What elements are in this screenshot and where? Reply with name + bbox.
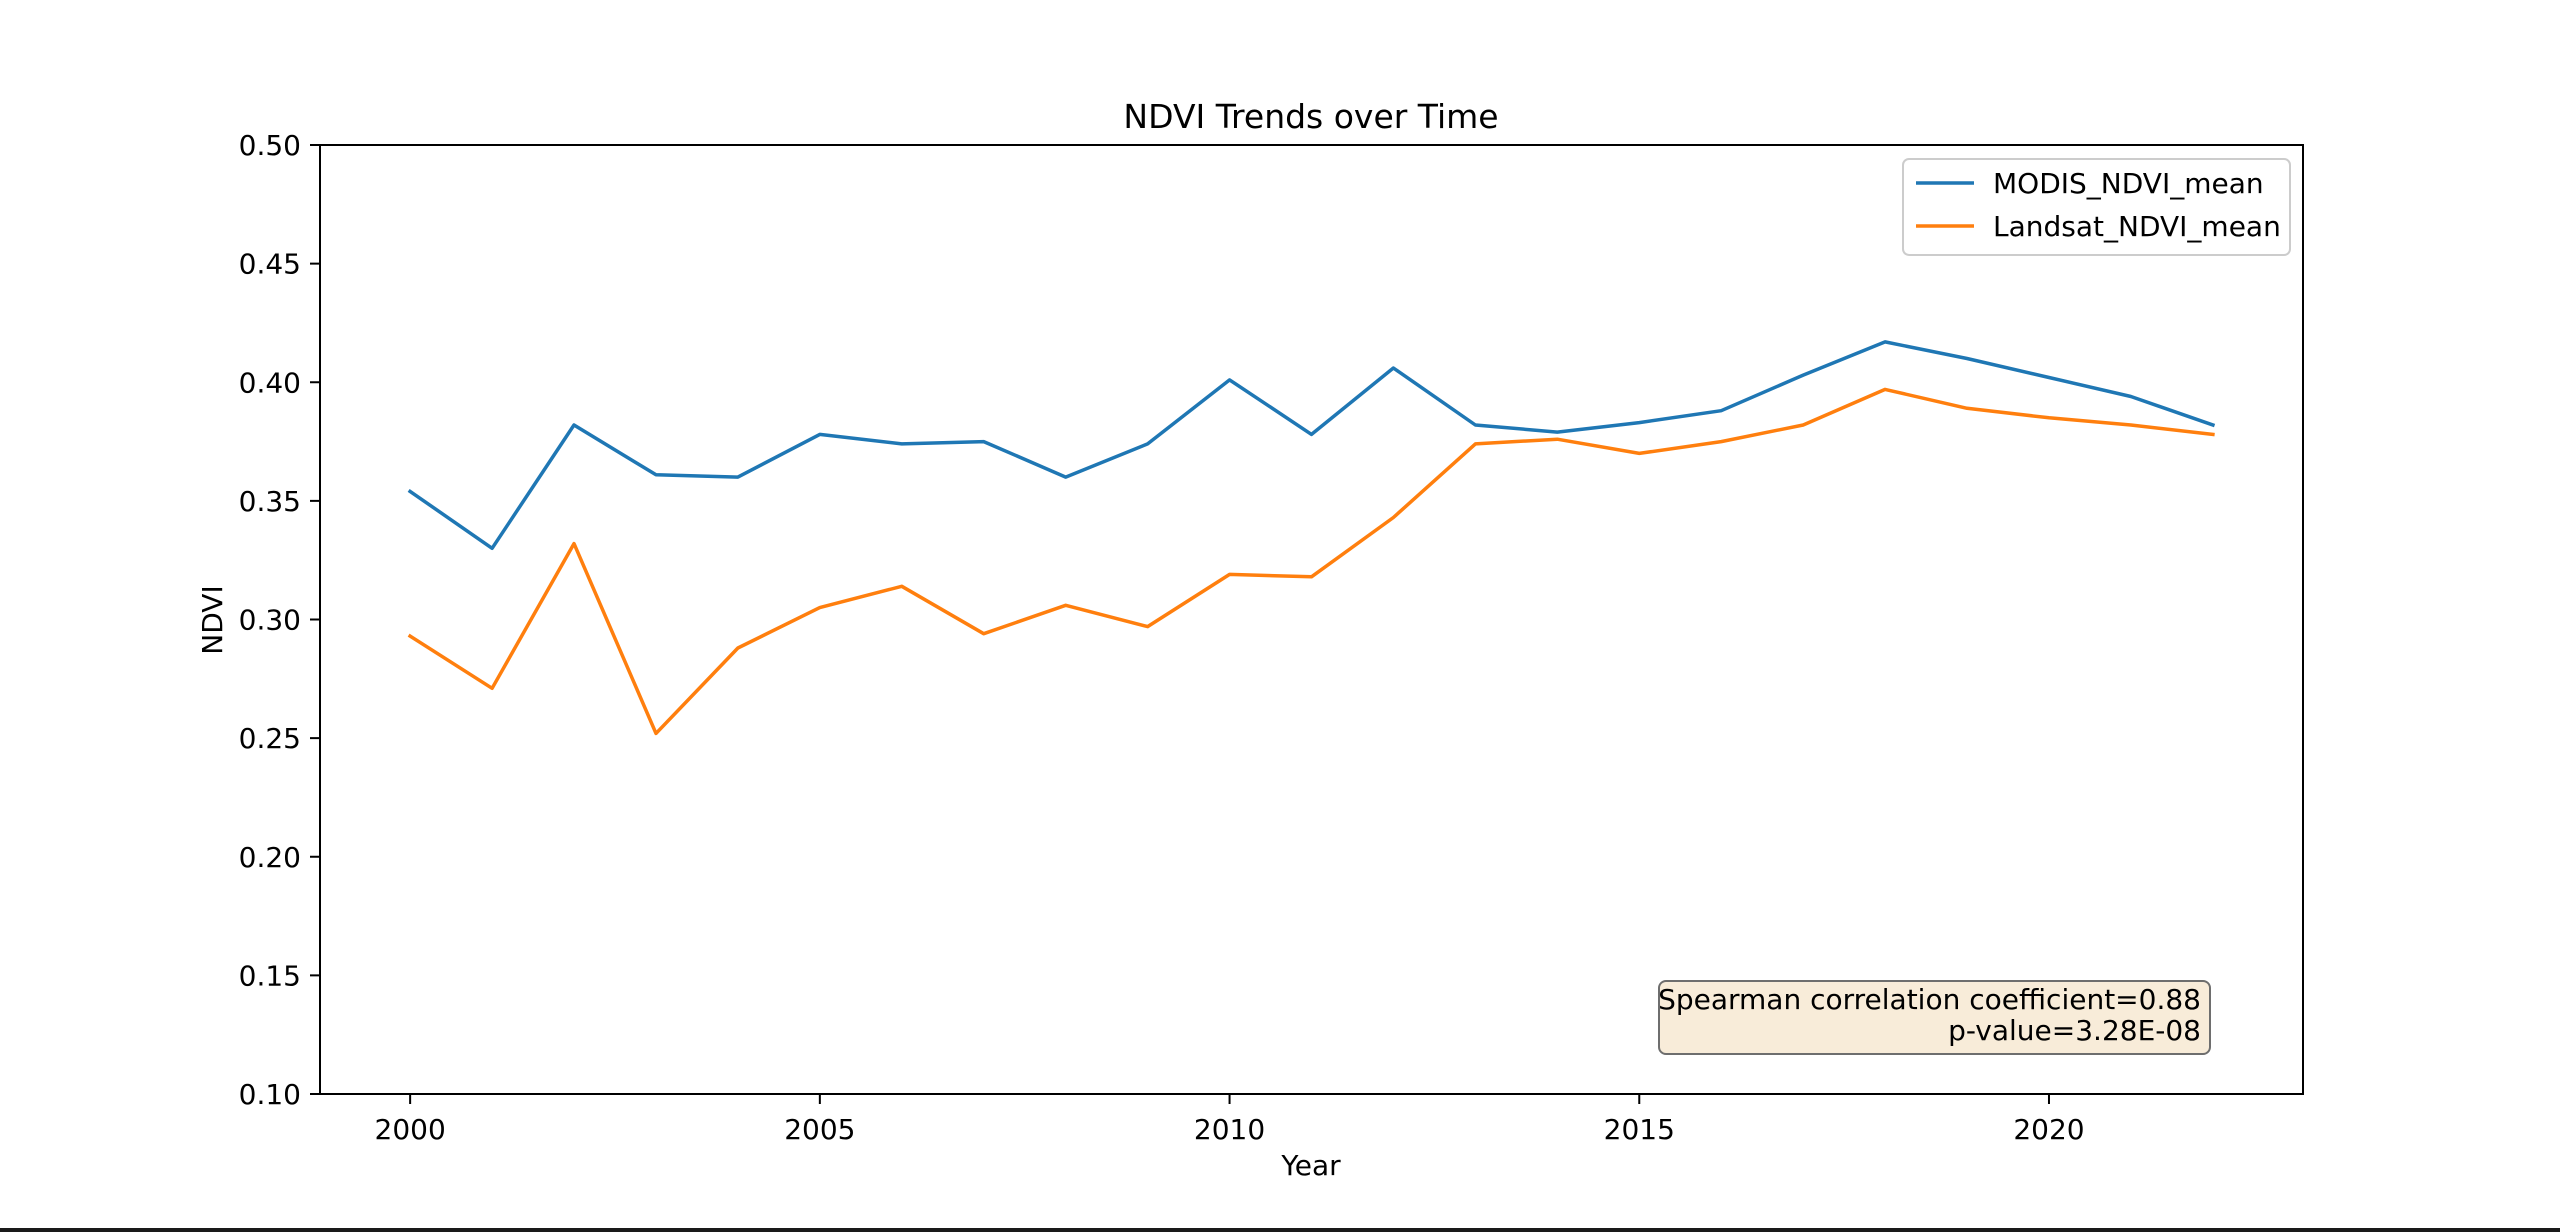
legend-label-modis: MODIS_NDVI_mean bbox=[1993, 167, 2264, 200]
x-tick-label: 2015 bbox=[1604, 1113, 1675, 1146]
x-tick-label: 2005 bbox=[784, 1113, 855, 1146]
x-axis-title: Year bbox=[1280, 1149, 1341, 1182]
y-tick-label: 0.25 bbox=[239, 722, 301, 755]
x-tick-label: 2020 bbox=[2013, 1113, 2084, 1146]
y-tick-label: 0.50 bbox=[239, 129, 301, 162]
annotation-p-value: p-value=3.28E-08 bbox=[1948, 1014, 2201, 1047]
legend: MODIS_NDVI_mean Landsat_NDVI_mean bbox=[1902, 158, 2291, 256]
series-line-modis bbox=[407, 340, 2216, 551]
legend-box bbox=[1902, 158, 2291, 256]
x-tick-label: 2000 bbox=[375, 1113, 446, 1146]
y-tick-label: 0.20 bbox=[239, 841, 301, 874]
series-lines bbox=[407, 340, 2216, 736]
annotation-correlation: Spearman correlation coefficient=0.88 bbox=[1658, 983, 2201, 1016]
y-tick-label: 0.15 bbox=[239, 959, 301, 992]
series-line-landsat bbox=[407, 387, 2215, 736]
plot-area-frame bbox=[319, 144, 2304, 1095]
annotation-box bbox=[1658, 980, 2211, 1055]
y-axis-ticks: 0.10 0.15 0.20 0.25 0.30 0.35 0.40 0.45 0.50 bbox=[239, 129, 320, 1111]
y-tick-label: 0.10 bbox=[239, 1078, 301, 1111]
chart-title: NDVI Trends over Time bbox=[1123, 97, 1498, 136]
y-tick-label: 0.30 bbox=[239, 604, 301, 637]
y-axis-title: NDVI bbox=[196, 585, 229, 654]
correlation-annotation: Spearman correlation coefficient=0.88 p-… bbox=[1658, 980, 2211, 1055]
y-tick-label: 0.40 bbox=[239, 366, 301, 399]
x-axis-ticks: 2000 2005 2010 2015 2020 bbox=[375, 1094, 2085, 1146]
legend-label-landsat: Landsat_NDVI_mean bbox=[1993, 210, 2281, 243]
window-bottom-edge bbox=[0, 1228, 2560, 1232]
y-tick-label: 0.45 bbox=[239, 248, 301, 281]
x-tick-label: 2010 bbox=[1194, 1113, 1265, 1146]
y-tick-label: 0.35 bbox=[239, 485, 301, 518]
